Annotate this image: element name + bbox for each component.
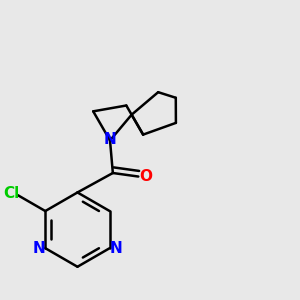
Text: N: N	[32, 241, 45, 256]
Text: Cl: Cl	[3, 186, 20, 201]
Text: N: N	[103, 131, 116, 146]
Text: O: O	[140, 169, 153, 184]
Text: N: N	[110, 241, 122, 256]
